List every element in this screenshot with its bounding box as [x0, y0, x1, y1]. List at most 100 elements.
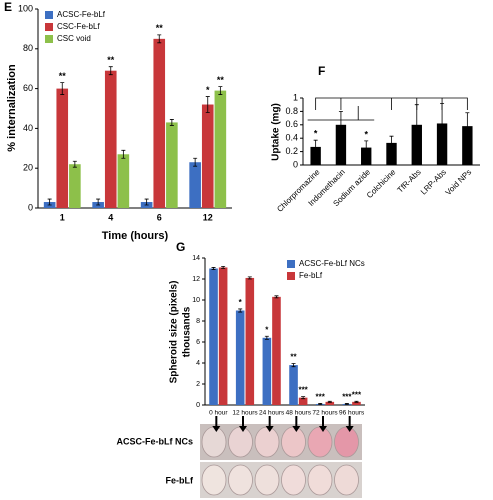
bar	[56, 88, 69, 208]
panel-label: F	[318, 64, 325, 78]
bar	[386, 142, 397, 165]
y-tick-label: 12	[192, 276, 200, 283]
well	[281, 464, 306, 496]
error-bar	[465, 112, 470, 140]
bar	[218, 267, 228, 405]
legend-label: CSC-Fe-bLf	[57, 22, 100, 31]
error-bar	[211, 267, 216, 270]
y-tick-label: 0	[28, 202, 33, 212]
bar	[462, 126, 473, 165]
error-bar	[205, 96, 210, 113]
panel-label: G	[176, 240, 185, 254]
annotation: *	[314, 129, 318, 139]
well	[228, 464, 253, 496]
legend-label: Fe-bLf	[299, 271, 323, 280]
x-tick-label: 4	[108, 212, 113, 222]
error-bar	[121, 149, 126, 159]
y-tick-label: 80	[23, 43, 33, 53]
annotation: *	[239, 298, 243, 307]
legend-swatch	[287, 260, 295, 268]
bar	[117, 154, 130, 208]
error-bar	[169, 119, 174, 126]
legend-swatch	[45, 35, 53, 43]
error-bar	[238, 308, 243, 313]
arrow-head	[292, 426, 301, 432]
y-tick-label: 6	[196, 339, 200, 346]
well	[228, 426, 253, 458]
bar	[235, 310, 245, 405]
well	[254, 464, 280, 496]
y-tick-label: 0.6	[285, 119, 298, 129]
error-bar	[327, 400, 332, 403]
annotation: ***	[352, 390, 362, 399]
annotation: *	[206, 85, 210, 95]
legend-swatch	[45, 11, 53, 19]
error-bar	[247, 276, 252, 280]
error-bar	[193, 157, 198, 167]
bar	[166, 122, 178, 208]
y-tick-label: 4	[196, 360, 200, 367]
y-axis-title: Spheroid size (pixels)	[169, 281, 180, 384]
bar	[361, 147, 372, 165]
well	[334, 426, 359, 458]
error-bar	[364, 140, 369, 155]
well	[307, 464, 333, 496]
arrow-head	[265, 426, 274, 432]
bar	[289, 365, 298, 405]
error-bar	[72, 160, 77, 168]
annotation: ***	[342, 393, 352, 402]
y-tick-label: 60	[23, 83, 33, 93]
legend-swatch	[45, 23, 53, 31]
x-tick-label: 24 hours	[259, 410, 285, 417]
annotation: ***	[316, 393, 326, 402]
bar	[335, 124, 347, 165]
y-tick-label: 0.4	[285, 133, 298, 143]
error-bar	[344, 403, 349, 405]
error-bar	[274, 295, 279, 299]
error-bar	[157, 34, 162, 44]
y-tick-label: 0	[196, 402, 200, 409]
y-tick-label: 2	[196, 381, 200, 388]
x-tick-label: 12	[203, 212, 213, 222]
y-tick-label: 0	[293, 159, 298, 169]
arrow-head	[239, 426, 247, 432]
arrow-head	[212, 426, 221, 432]
x-tick-label: 6	[157, 212, 162, 222]
x-axis-title: Time (hours)	[102, 230, 169, 242]
bracket	[315, 97, 468, 110]
x-tick-label: 48 hours	[286, 410, 312, 417]
annotation: **	[290, 353, 297, 362]
bar	[189, 162, 201, 208]
error-bar	[60, 82, 65, 95]
well	[201, 426, 227, 458]
bar	[298, 397, 308, 405]
annotation: **	[217, 75, 225, 85]
bar	[201, 104, 214, 208]
y-tick-label: 100	[18, 3, 33, 13]
x-tick-label: Chlorpromazine	[275, 167, 322, 214]
error-bar	[338, 111, 343, 139]
error-bar	[354, 400, 359, 403]
well	[201, 464, 227, 496]
x-tick-label: 96 hours	[339, 410, 365, 417]
x-tick-label: 12 hours	[232, 410, 258, 417]
arrow-head	[345, 426, 354, 432]
bar	[153, 38, 166, 208]
well	[334, 464, 359, 496]
bar	[214, 90, 227, 208]
annotation: **	[156, 23, 164, 33]
legend-label: ACSC-Fe-bLf	[57, 10, 106, 19]
error-bar	[301, 396, 306, 400]
bar	[272, 296, 281, 405]
annotation: **	[107, 55, 115, 65]
well	[281, 426, 306, 458]
bar	[352, 401, 361, 405]
legend-swatch	[287, 272, 295, 280]
error-bar	[218, 86, 223, 95]
y-tick-label: 10	[192, 297, 200, 304]
error-bar	[389, 135, 394, 150]
error-bar	[313, 139, 318, 155]
x-tick-label: 0 hour	[209, 410, 228, 417]
x-tick-label: 72 hours	[312, 410, 338, 417]
